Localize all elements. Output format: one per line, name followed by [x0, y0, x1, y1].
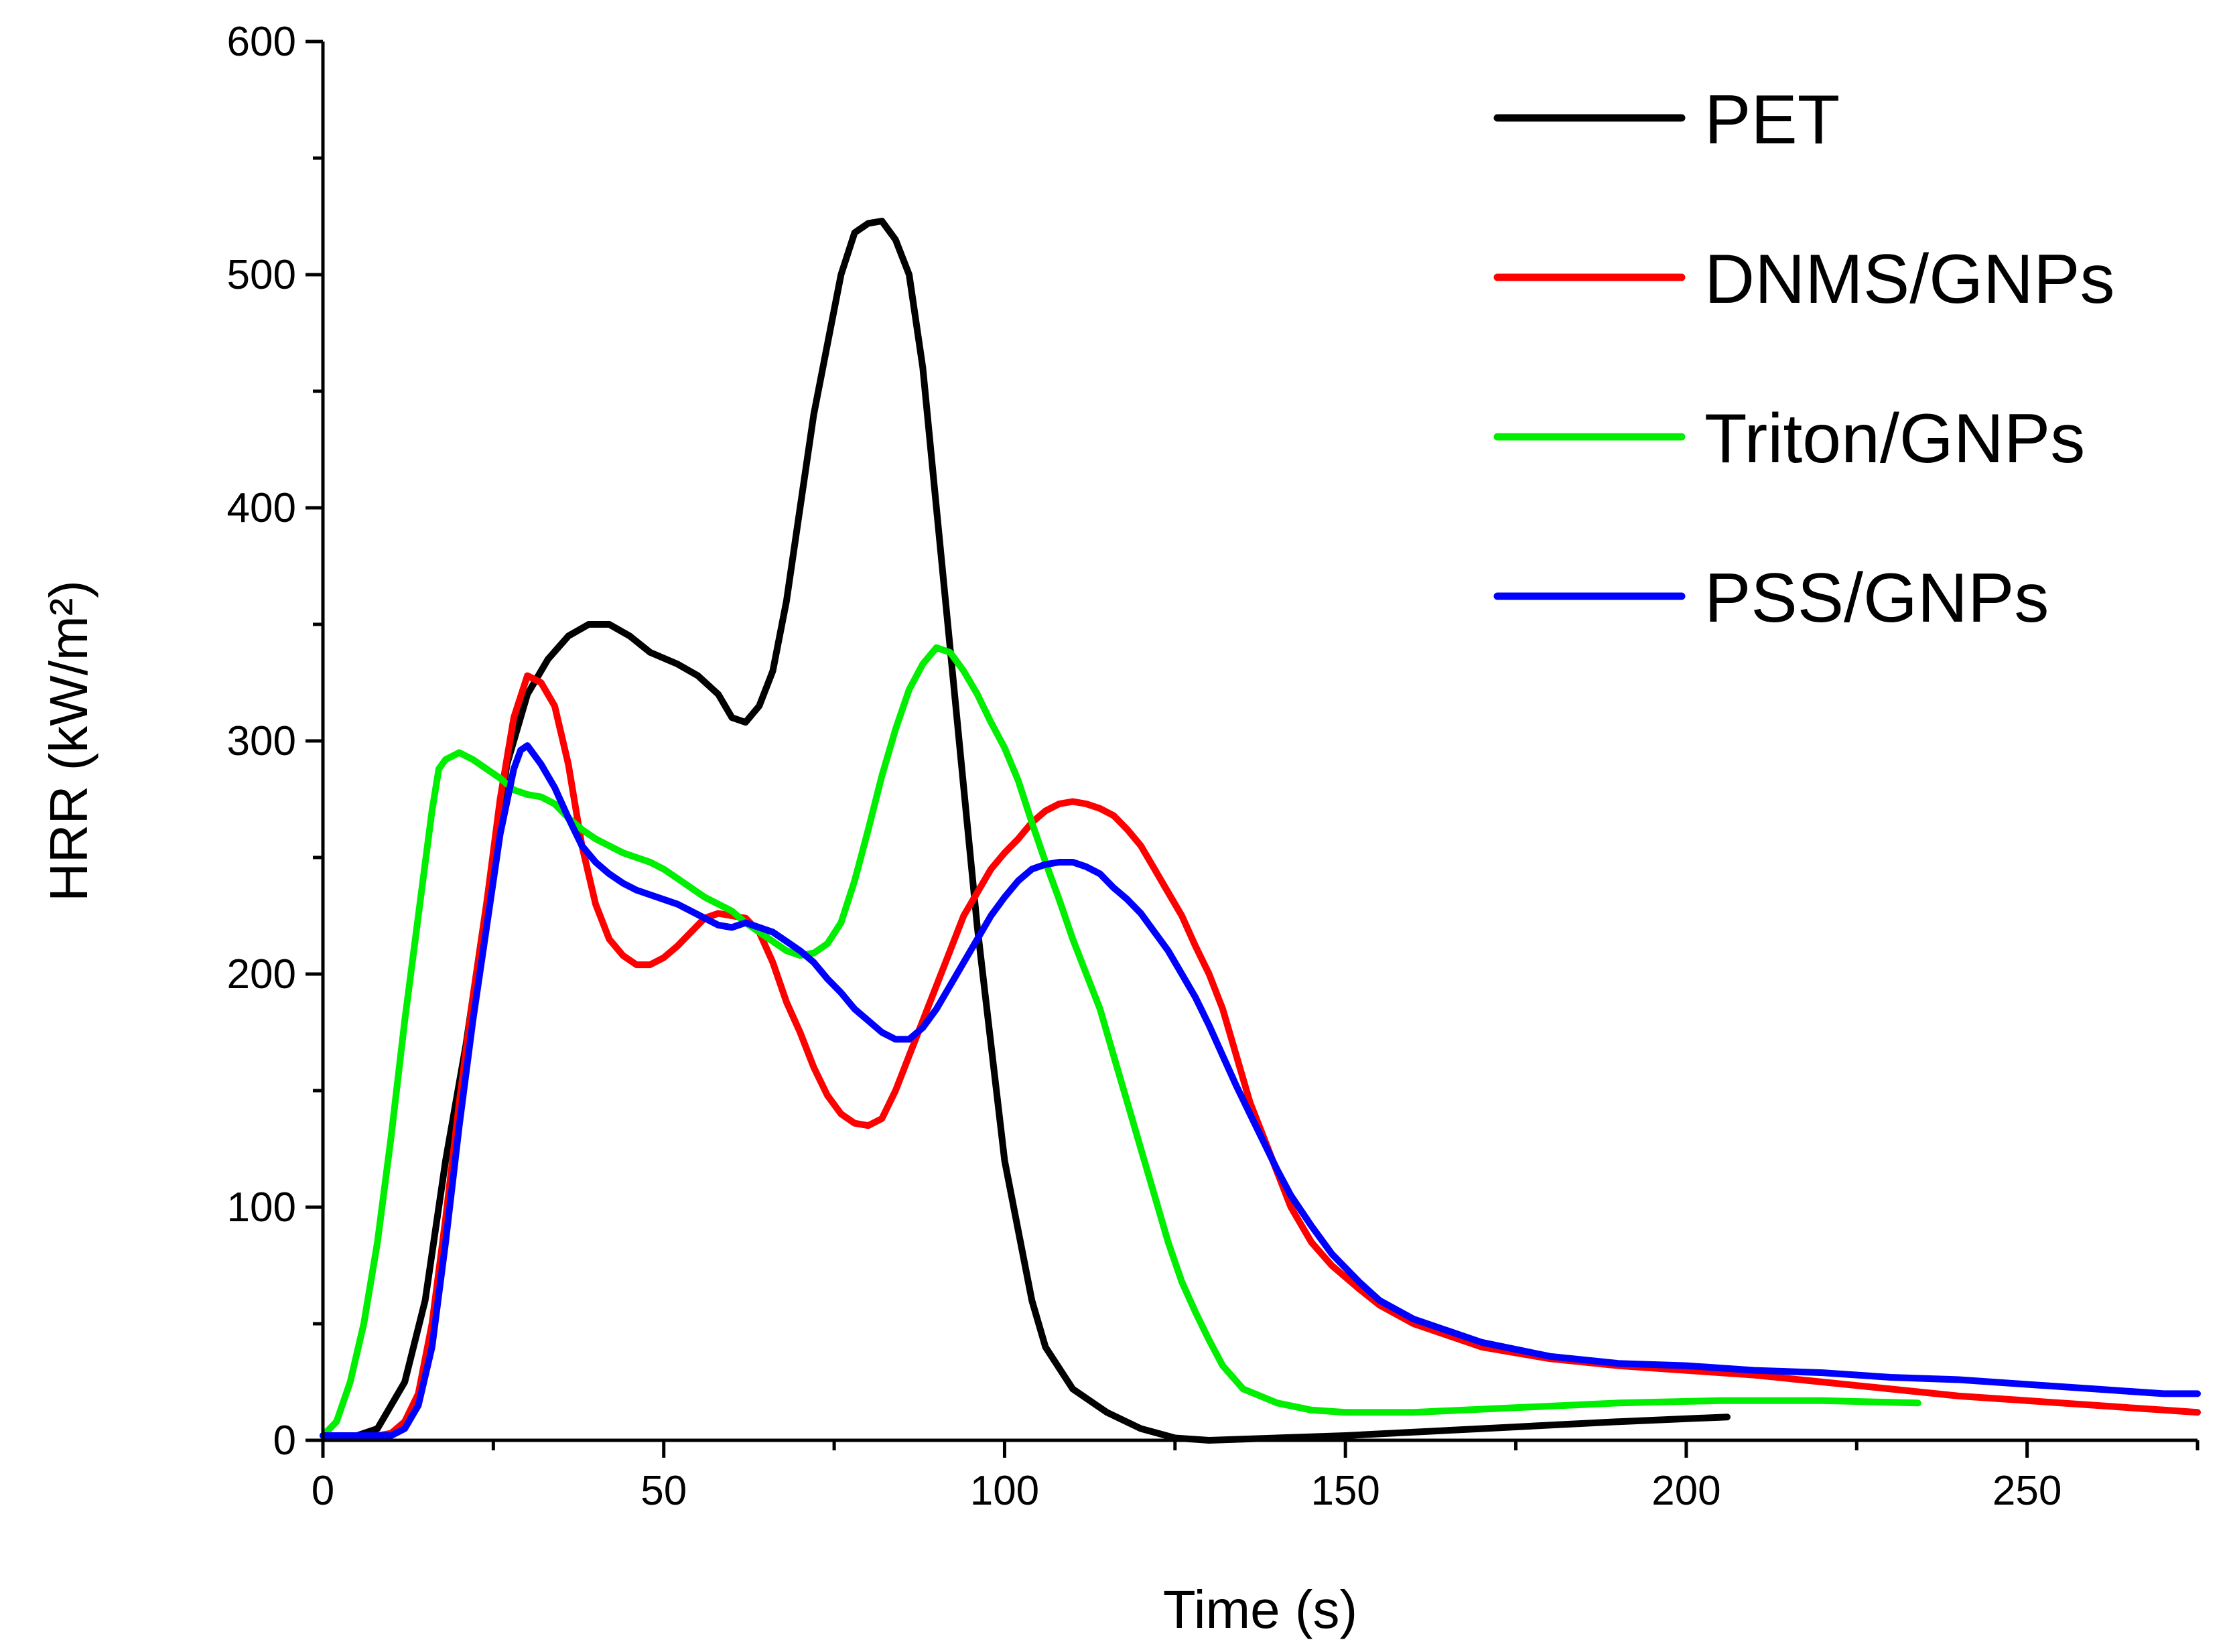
y-tick-label: 200 [227, 951, 296, 997]
series-line-pss-gnps [320, 742, 2201, 1439]
legend: PET DNMS/GNPs Triton/GNPs PSS/GNPs [1493, 81, 2114, 637]
x-axis-title: Time (s) [1163, 1580, 1357, 1639]
y-axis-ticks: 0 100 200 300 400 500 600 [227, 19, 323, 1464]
x-tick-label: 250 [1992, 1468, 2061, 1514]
y-tick-label: 300 [227, 718, 296, 764]
y-tick-label: 0 [273, 1418, 296, 1464]
legend-label-pet: PET [1704, 81, 1840, 159]
y-tick-label: 400 [227, 485, 296, 531]
legend-label-triton-gnps: Triton/GNPs [1704, 400, 2085, 478]
series-line-dnms-gnps [320, 672, 2201, 1439]
legend-label-dnms-gnps: DNMS/GNPs [1704, 240, 2114, 318]
x-axis-ticks: 0 50 100 150 200 250 [312, 1440, 2200, 1514]
y-tick-label: 100 [227, 1184, 296, 1231]
y-axis-title: HRR (kW/m²) [39, 580, 98, 902]
series-line-pet [320, 218, 1731, 1444]
x-tick-label: 0 [312, 1468, 334, 1514]
x-tick-label: 100 [970, 1468, 1039, 1514]
x-tick-label: 150 [1310, 1468, 1379, 1514]
x-tick-label: 200 [1651, 1468, 1720, 1514]
y-tick-label: 600 [227, 19, 296, 65]
x-tick-label: 50 [640, 1468, 687, 1514]
series-line-triton-gnps [320, 644, 1921, 1439]
legend-label-pss-gnps: PSS/GNPs [1704, 559, 2049, 637]
y-tick-label: 500 [227, 252, 296, 298]
series-lines [320, 218, 2201, 1444]
